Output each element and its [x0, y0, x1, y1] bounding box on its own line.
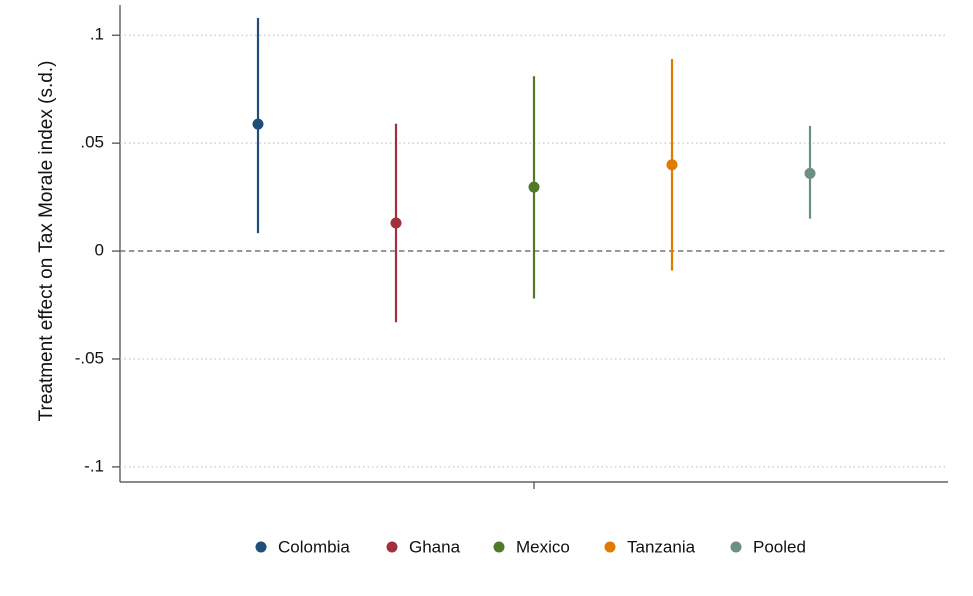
y-tick-label: 0	[95, 241, 104, 260]
y-tick-label: .05	[80, 133, 104, 152]
legend-marker	[386, 541, 398, 553]
y-tick-label: -.05	[75, 348, 104, 367]
legend-label: Colombia	[278, 537, 350, 556]
point-estimate	[666, 159, 678, 171]
legend-label: Mexico	[516, 537, 570, 556]
legend-marker	[730, 541, 742, 553]
legend-label: Ghana	[409, 537, 461, 556]
legend-label: Tanzania	[627, 537, 696, 556]
point-estimate	[528, 181, 540, 193]
legend-marker	[255, 541, 267, 553]
y-axis-title: Treatment effect on Tax Morale index (s.…	[36, 61, 57, 422]
point-estimate	[804, 167, 816, 179]
legend-marker	[604, 541, 616, 553]
y-tick-label: -.1	[84, 456, 104, 475]
legend-label: Pooled	[753, 537, 806, 556]
point-estimate	[390, 217, 402, 229]
point-estimate	[252, 118, 264, 130]
y-tick-label: .1	[90, 25, 104, 44]
legend-marker	[493, 541, 505, 553]
